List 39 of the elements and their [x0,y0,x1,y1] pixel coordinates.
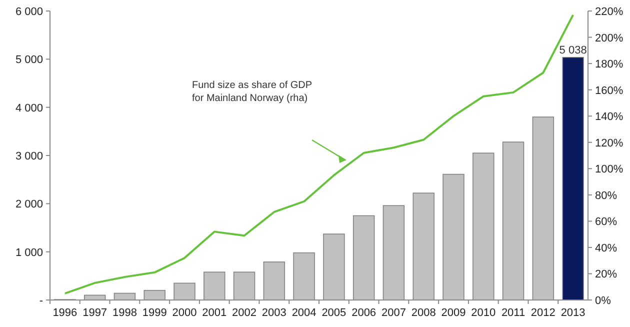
y2-tick-label: 40% [595,242,618,254]
x-tick-label: 2002 [232,307,257,319]
data-label: 5 038 [559,44,587,56]
y2-tick-label: 200% [595,32,624,44]
x-tick-label: 1997 [82,307,108,319]
y2-tick-label: 180% [595,58,624,71]
x-tick-label: 2011 [501,307,526,319]
y-tick-label: 6 000 [15,6,43,18]
x-tick-label: 2006 [352,307,376,319]
x-tick-label: 2004 [292,307,316,319]
y-tick-label: 5 000 [15,54,43,66]
y-tick-label: 2 000 [15,198,43,211]
y2-tick-label: 120% [595,137,624,150]
text: Fund size as share of GDP for Mainland Norway (rha) [192,80,312,104]
x-tick-label: 2001 [202,307,227,319]
y2-tick-label: 220% [595,6,624,18]
x-tick-label: 2013 [560,307,586,319]
x-tick-label: 2000 [172,307,197,319]
x-tick-label: 1998 [112,307,137,319]
x-tick-label: 2005 [322,307,346,319]
y2-tick-label: 60% [595,216,618,228]
y2-tick-label: 160% [595,84,624,97]
y2-tick-label: 20% [595,268,618,281]
y-tick-label: 3 000 [15,150,43,162]
y2-tick-label: 100% [595,164,624,176]
x-tick-label: 2007 [381,307,406,319]
y-tick-label: 1 000 [15,246,43,259]
y2-tick-label: 140% [595,111,624,124]
x-tick-label: 2012 [530,307,556,319]
y2-tick-label: 0% [595,295,612,307]
x-tick-label: 2003 [262,307,286,319]
y-tick-label: 4 000 [15,102,43,114]
x-tick-label: 2010 [471,307,496,319]
x-tick-label: 1999 [142,307,167,319]
x-tick-label: 1996 [52,307,78,319]
y-tick-label: - [39,295,44,307]
x-tick-label: 2009 [441,307,466,319]
x-tick-label: 2008 [411,307,436,319]
y2-tick-label: 80% [595,190,618,202]
